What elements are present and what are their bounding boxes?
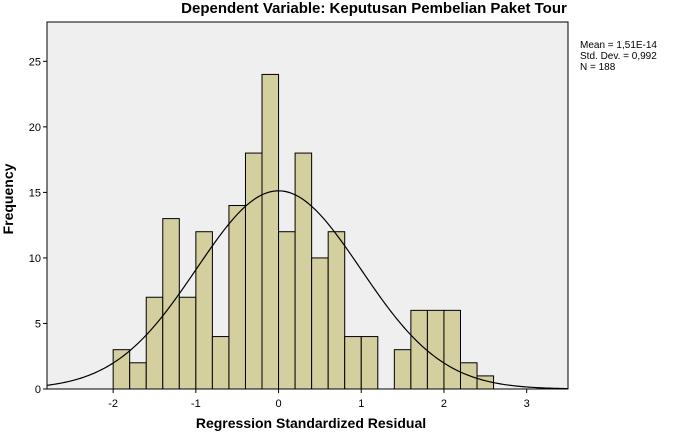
histogram-bar-17 xyxy=(410,309,428,390)
histogram-bar-10 xyxy=(278,231,296,390)
histogram-bar-16 xyxy=(393,349,412,390)
histogram-bar-11 xyxy=(294,152,313,390)
x-tick-label-3: 3 xyxy=(524,398,530,410)
x-axis-title: Regression Standardized Residual xyxy=(196,415,426,431)
histogram-bar-1 xyxy=(129,362,147,390)
y-tick-label-10: 10 xyxy=(29,253,41,265)
y-tick-label-20: 20 xyxy=(29,122,41,134)
histogram-bar-6 xyxy=(211,336,230,390)
y-axis-title: Frequency xyxy=(0,163,16,234)
x-tick-label--1: -1 xyxy=(191,398,201,410)
histogram-bar-18 xyxy=(426,309,445,390)
stat-n: N = 188 xyxy=(580,62,616,73)
histogram-bar-12 xyxy=(311,257,329,390)
x-tick-label-2: 2 xyxy=(441,398,447,410)
y-tick-label-0: 0 xyxy=(35,384,41,396)
histogram-bar-7 xyxy=(228,205,246,390)
y-tick-label-25: 25 xyxy=(29,56,41,68)
x-tick-label--2: -2 xyxy=(108,398,118,410)
stat-mean: Mean = 1,51E-14 xyxy=(580,40,657,51)
normal-curve xyxy=(46,190,569,390)
x-tick-label-0: 0 xyxy=(275,398,281,410)
x-tick-label-1: 1 xyxy=(358,398,364,410)
histogram-bar-4 xyxy=(178,296,197,390)
histogram-bar-19 xyxy=(443,309,461,390)
y-axis-ticks: 0 5 10 15 20 25 xyxy=(29,56,47,396)
y-tick-label-5: 5 xyxy=(35,318,41,330)
y-tick-label-15: 15 xyxy=(29,187,41,199)
histogram-bar-8 xyxy=(244,152,263,390)
histogram-bar-0 xyxy=(112,349,131,390)
stat-std-dev: Std. Dev. = 0,992 xyxy=(580,51,657,62)
histogram-bar-13 xyxy=(327,231,346,390)
histogram-bar-15 xyxy=(360,336,379,390)
histogram-bar-3 xyxy=(162,218,180,390)
histogram-bar-2 xyxy=(145,296,164,390)
histogram-bar-9 xyxy=(261,73,280,390)
histogram-bar-5 xyxy=(195,231,213,390)
x-axis-ticks: -2 -1 0 1 2 3 xyxy=(108,389,530,410)
histogram-bar-14 xyxy=(344,336,362,390)
chart-title: Dependent Variable: Keputusan Pembelian … xyxy=(181,0,567,17)
